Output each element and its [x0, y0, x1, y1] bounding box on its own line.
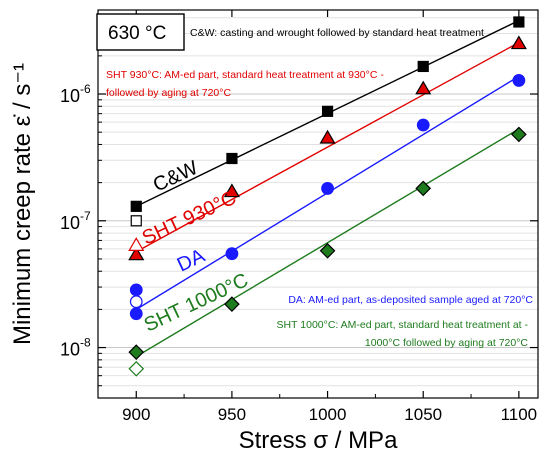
- annotation-line: DA: AM-ed part, as-deposited sample aged…: [288, 294, 533, 306]
- data-point: [319, 129, 336, 144]
- data-point-open: [129, 295, 143, 309]
- data-point: [415, 180, 432, 197]
- data-point: [511, 126, 527, 143]
- x-tick-label: 1100: [501, 405, 538, 424]
- x-tick-label: 1000: [309, 405, 347, 424]
- data-point: [128, 344, 145, 360]
- annotation-line: 1000°C followed by aging at 720°C: [365, 337, 529, 349]
- fit-line: [135, 128, 520, 358]
- data-point: [130, 200, 142, 212]
- data-point: [223, 183, 240, 198]
- x-tick-label: 950: [218, 405, 246, 424]
- y-tick-label: 10-6: [60, 82, 91, 106]
- data-point: [417, 60, 429, 73]
- data-point: [226, 152, 238, 165]
- annotations: C&W: casting and wrought followed by sta…: [106, 27, 533, 349]
- temperature-box: 630 °C: [96, 13, 185, 51]
- data-point: [512, 74, 526, 87]
- data-point: [415, 80, 432, 95]
- grid-layer: [98, 17, 538, 399]
- plot-frame: [97, 9, 539, 399]
- data-point: [416, 118, 430, 132]
- data-point: [319, 242, 336, 259]
- annotation-line: SHT 930°C: AM-ed part, standard heat tre…: [106, 69, 384, 81]
- data-point: [510, 35, 527, 50]
- annotation-line: C&W: casting and wrought followed by sta…: [190, 27, 484, 39]
- annotation-line: SHT 1000°C: AM-ed part, standard heat tr…: [277, 319, 529, 331]
- y-axis-title: Minimum creep rate ε̇ / s⁻¹: [9, 63, 36, 345]
- data-point: [224, 296, 240, 312]
- data-point: [321, 182, 334, 195]
- data-markers: [128, 16, 527, 377]
- data-point-open: [128, 360, 145, 377]
- y-tick-label: 10-8: [60, 336, 91, 360]
- series-label: C&W: [150, 157, 202, 197]
- x-tick-label: 1050: [404, 405, 442, 424]
- data-point-open: [128, 237, 145, 251]
- fit-line: [135, 41, 520, 253]
- annotation-line: followed by aging at 720°C: [106, 87, 231, 99]
- y-tick-label: 10-7: [60, 209, 91, 233]
- data-point-open: [130, 215, 142, 227]
- x-axis-title: Stress σ / MPa: [239, 427, 399, 454]
- temperature-label: 630 °C: [108, 23, 166, 44]
- x-tick-label: 900: [122, 405, 150, 424]
- data-point: [129, 283, 143, 297]
- data-point: [321, 105, 334, 117]
- temperature-box-frame: [96, 13, 185, 51]
- data-point: [513, 16, 525, 28]
- data-point: [225, 247, 239, 261]
- data-point: [128, 246, 145, 261]
